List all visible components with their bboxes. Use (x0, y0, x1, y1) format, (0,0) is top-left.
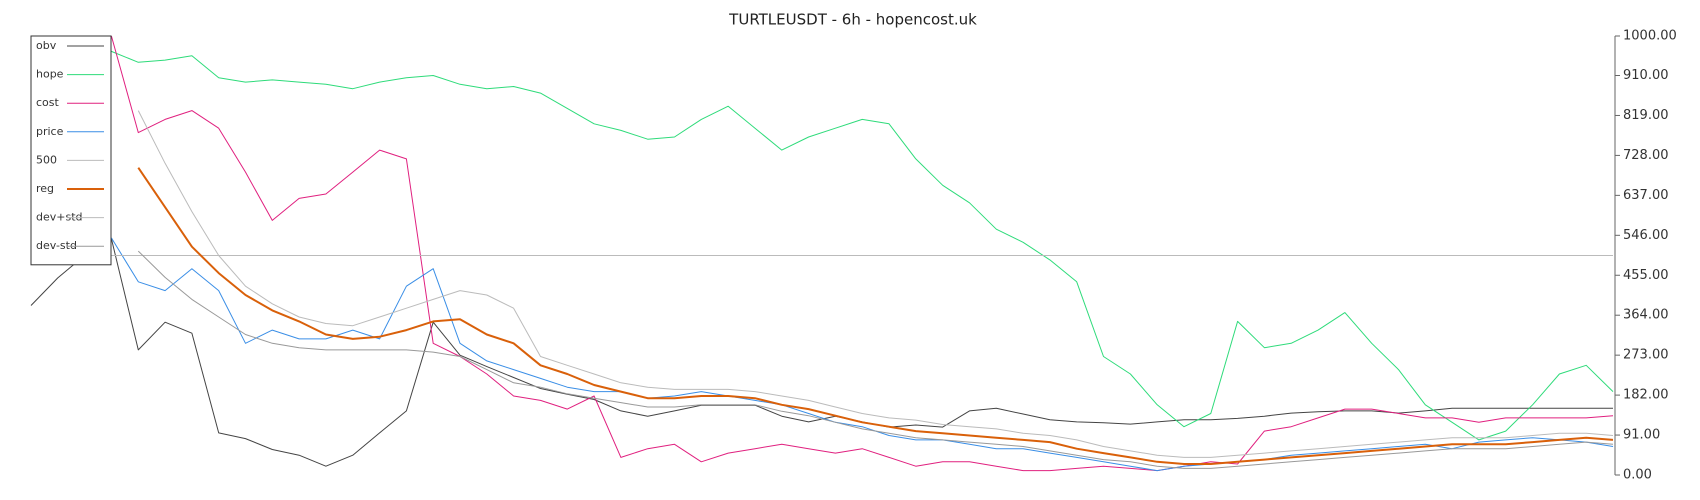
series-line (137, 250, 1614, 469)
chart-title: TURTLEUSDT - 6h - hopencost.uk (728, 11, 977, 29)
legend-label: dev+std (36, 211, 83, 224)
y-tick-label: 819.00 (1623, 108, 1669, 123)
series-line (137, 110, 1614, 458)
legend-label: hope (36, 68, 64, 81)
y-tick-label: 637.00 (1623, 188, 1669, 203)
legend-label: dev-std (36, 239, 77, 252)
legend-label: obv (36, 39, 57, 52)
legend-label: cost (36, 96, 60, 109)
y-tick-label: 182.00 (1623, 388, 1669, 403)
legend-label: price (36, 125, 64, 138)
legend-label: 500 (36, 153, 57, 166)
legend-label: reg (36, 182, 54, 195)
y-tick-label: 910.00 (1623, 68, 1669, 83)
series-line (110, 35, 1614, 472)
y-tick-label: 91.00 (1623, 428, 1660, 443)
y-tick-label: 728.00 (1623, 148, 1669, 163)
y-tick-label: 455.00 (1623, 268, 1669, 283)
y-tick-label: 1000.00 (1623, 29, 1677, 44)
series-line (111, 50, 1614, 441)
y-tick-label: 273.00 (1623, 348, 1669, 363)
y-tick-label: 546.00 (1623, 228, 1669, 243)
y-tick-label: 364.00 (1623, 308, 1669, 323)
legend: obv hope cost price 500 reg dev+std dev-std (30, 35, 112, 266)
series-line (110, 237, 1614, 472)
series-line (137, 167, 1614, 465)
series-line (30, 238, 1613, 467)
y-tick-label: 0.00 (1623, 468, 1652, 483)
